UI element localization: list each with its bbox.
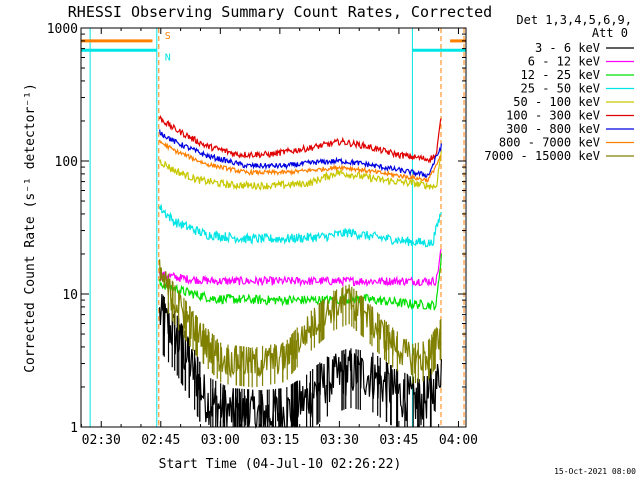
series-line-0 (159, 293, 442, 429)
x-tick-label: 02:30 (82, 433, 121, 448)
legend-entry-label-0: 3 - 6 keV (535, 41, 600, 55)
x-tick-label: 03:30 (320, 433, 359, 448)
y-tick-label: 1 (70, 421, 78, 436)
legend-entry-label-2: 12 - 25 keV (521, 68, 600, 82)
series-line-7 (159, 139, 442, 183)
legend-entry-label-3: 25 - 50 keV (521, 82, 600, 96)
series-line-1 (159, 248, 442, 288)
y-axis-label: Corrected Count Rate (s⁻¹ detector⁻¹) (23, 83, 38, 373)
series-line-5 (159, 115, 442, 164)
series-line-3 (159, 204, 442, 248)
series-line-6 (159, 129, 442, 178)
x-tick-label: 03:45 (379, 433, 418, 448)
legend-header-detectors: Det 1,3,4,5,6,9, (516, 13, 632, 27)
legend-entry-label-5: 100 - 300 keV (506, 109, 600, 123)
legend-entry-label-8: 7000 - 15000 keV (484, 149, 600, 163)
plot-frame (80, 27, 467, 428)
legend-entry-label-1: 6 - 12 keV (528, 55, 600, 69)
night-label: N (165, 52, 171, 63)
legend-entry-label-4: 50 - 100 keV (513, 95, 600, 109)
series-line-2 (159, 253, 442, 311)
series-line-8 (159, 259, 442, 379)
y-tick-label: 10 (62, 288, 78, 303)
legend-entry-label-6: 300 - 800 keV (506, 122, 600, 136)
x-tick-label: 03:15 (260, 433, 299, 448)
saa-label: S (165, 31, 171, 42)
series-line-4 (159, 150, 442, 191)
x-tick-label: 04:00 (439, 433, 478, 448)
data-series (159, 115, 442, 429)
generated-timestamp: 15-Oct-2021 08:00 (554, 467, 636, 476)
y-tick-label: 1000 (47, 22, 78, 37)
x-tick-label: 03:00 (201, 433, 240, 448)
axes: 02:30 02:45 03:00 03:15 03:30 03:45 04:00 1 10 10… (47, 22, 478, 448)
x-tick-label: 02:45 (141, 433, 180, 448)
x-axis-label: Start Time (04-Jul-10 02:26:22) (159, 457, 402, 472)
legend-header-attenuator: Att 0 (592, 26, 628, 40)
y-tick-label: 100 (55, 155, 78, 170)
chart-title: RHESSI Observing Summary Count Rates, Co… (68, 3, 492, 21)
legend-entry-label-7: 800 - 7000 keV (499, 136, 600, 150)
